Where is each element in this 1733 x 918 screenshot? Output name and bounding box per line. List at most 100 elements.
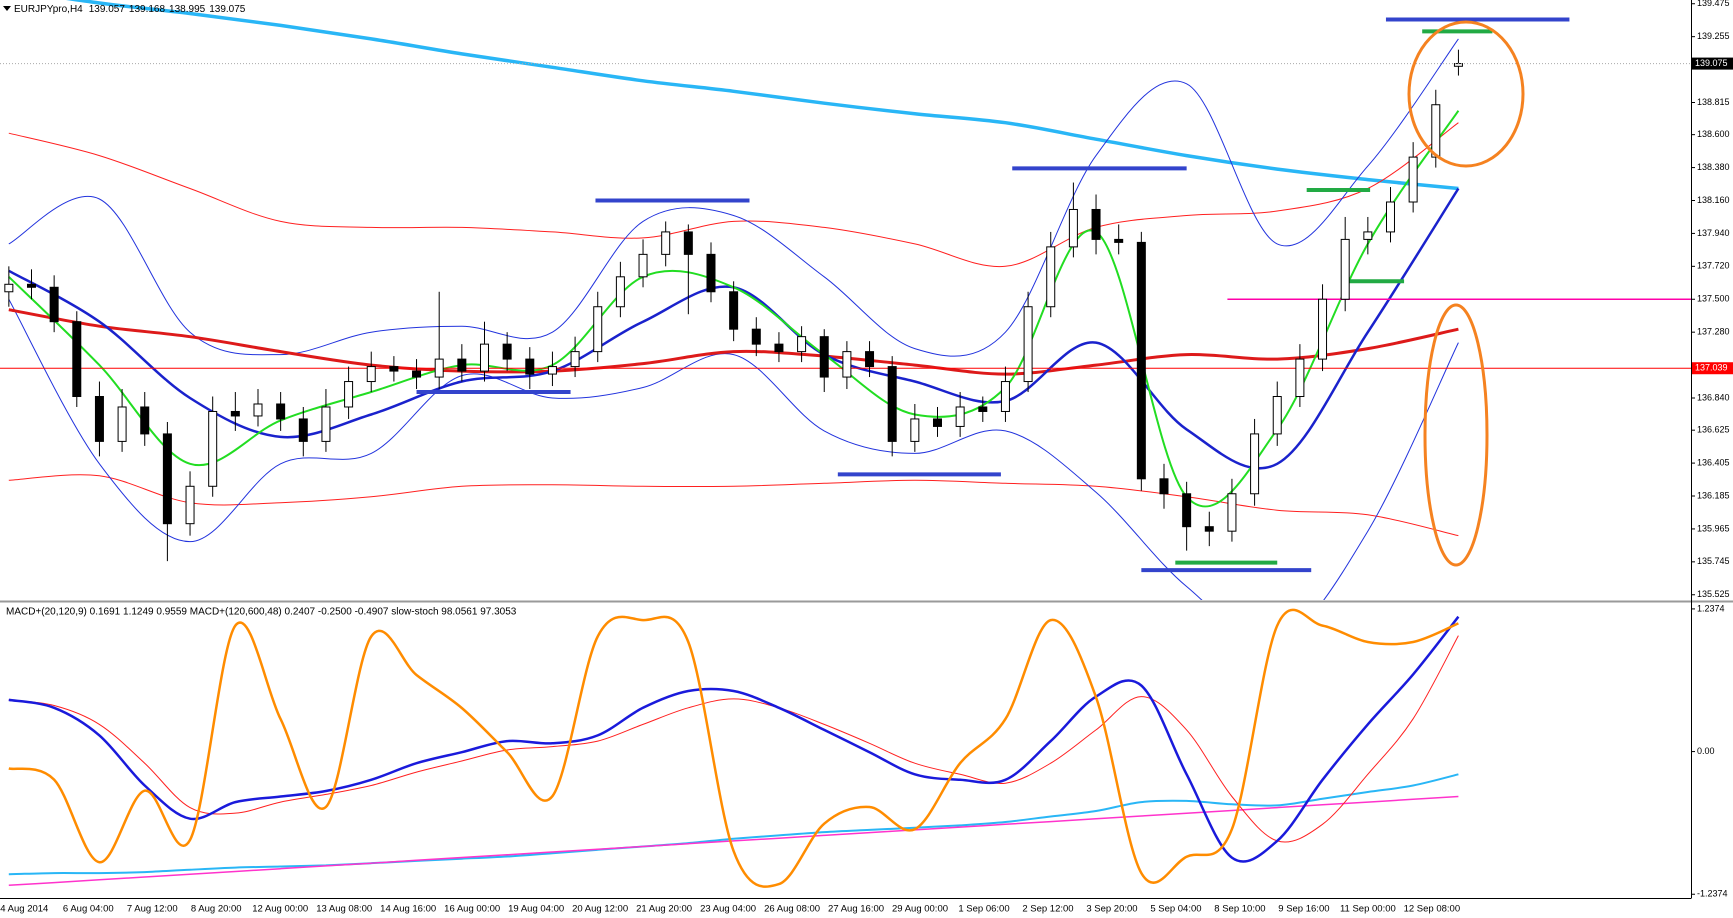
last-low: 138.995 [169,4,206,15]
y-tick-label: 135.745 [1697,556,1730,566]
candle-body [49,286,59,323]
x-tick-label: 12 Aug 00:00 [252,904,308,915]
y-tick-label: -1.2374 [1697,889,1728,899]
x-tick-label: 8 Sep 10:00 [1214,904,1265,915]
candle-body [570,351,580,368]
candle-body [1000,381,1010,412]
candle-body [1204,526,1214,532]
current-price-box [1692,57,1733,70]
candle-body [1159,478,1169,495]
candle-body [208,410,218,487]
x-tick-label: 27 Aug 16:00 [828,904,884,915]
candle-body [615,276,625,308]
candle-body [502,343,512,360]
x-tick-label: 7 Aug 12:00 [127,904,178,915]
y-tick-label: 136.840 [1697,392,1730,402]
candle-body [253,403,263,417]
y-tick-label: 138.160 [1697,195,1730,205]
candle-body [1250,433,1260,495]
last-close: 139.075 [209,4,246,15]
candle-body [774,343,784,353]
last-high: 139.168 [129,4,166,15]
candle-body [1227,493,1237,532]
candle-body [230,410,240,417]
candle-body [525,358,535,375]
x-tick-label: 3 Sep 20:00 [1086,904,1137,915]
y-tick-label: 137.500 [1697,294,1730,304]
x-tick-label: 1 Sep 06:00 [958,904,1009,915]
x-tick-label: 8 Aug 20:00 [191,904,242,915]
highlight-ellipse [1407,20,1525,168]
candle-body [661,231,671,255]
candle-body [932,418,942,427]
current-price-label: 139.075 [1695,58,1728,68]
indicator-line [8,122,1459,268]
x-tick-label: 4 Aug 2014 [0,904,48,915]
y-tick-label: 135.525 [1697,589,1730,599]
y-tick-label: 138.815 [1697,97,1730,107]
candle-body [344,381,354,408]
indicator-line [8,299,1459,600]
y-tick-label: 0.00 [1697,746,1715,756]
y-tick-label: 137.720 [1697,261,1730,271]
y-tick-label: 135.965 [1697,523,1730,533]
y-tick-label: 137.280 [1697,327,1730,337]
candle-body [865,351,875,368]
candle-body [1295,358,1305,398]
indicator-line [8,773,1459,876]
candle-body [819,336,829,378]
candle-body [683,231,693,255]
candle-body [1046,246,1056,308]
candle-body [4,283,14,293]
candle-body [1363,231,1373,240]
candle-body [72,321,82,398]
candle-body [842,351,852,378]
candle-body [276,403,286,420]
x-tick-label: 20 Aug 12:00 [572,904,628,915]
x-tick-label: 23 Aug 04:00 [700,904,756,915]
candle-body [1023,306,1033,383]
indicator-line [8,110,1460,508]
x-tick-label: 6 Aug 04:00 [63,904,114,915]
x-tick-label: 13 Aug 08:00 [316,904,372,915]
price-label: 137.039 [1695,363,1728,373]
candle-body [321,406,331,442]
candle-body [797,336,807,353]
candle-body [366,366,376,383]
candle-body [1136,241,1146,480]
candle-body [457,358,467,372]
x-tick-label: 11 Sep 00:00 [1340,904,1396,915]
candle-body [593,306,603,353]
candle-body [298,418,308,442]
symbol: EURJPYpro,H4 [14,4,83,15]
candle-body [434,358,444,378]
indicator-line [8,474,1459,537]
x-tick-label: 14 Aug 16:00 [380,904,436,915]
panel-menu-icon [3,6,11,11]
x-tick-label: 2 Sep 12:00 [1022,904,1073,915]
y-tick-label: 138.380 [1697,162,1730,172]
candle-body [706,253,716,293]
candle-body [1385,201,1395,233]
indicator-line [8,38,1459,357]
candle-body [887,366,897,442]
candle-body [729,291,739,330]
indicator-caption: MACD+(20,120,9) 0.1691 1.1249 0.9559 MAC… [6,607,517,618]
last-open: 139.057 [89,4,126,15]
x-tick-label: 21 Aug 20:00 [636,904,692,915]
candle-body [1091,208,1101,240]
candle-body [955,406,965,427]
candle-body [162,433,172,525]
y-tick-label: 139.255 [1697,31,1730,41]
indicator-line [8,608,1459,888]
y-tick-label: 138.600 [1697,129,1730,139]
candle-body [94,396,104,442]
candle-body [910,418,920,442]
candle-body [1408,156,1418,203]
candle-body [1272,396,1282,435]
x-tick-label: 16 Aug 00:00 [444,904,500,915]
chart-header: EURJPYpro,H4 139.057 139.168 138.995 139.075 [14,4,246,15]
candle-body [638,253,648,278]
